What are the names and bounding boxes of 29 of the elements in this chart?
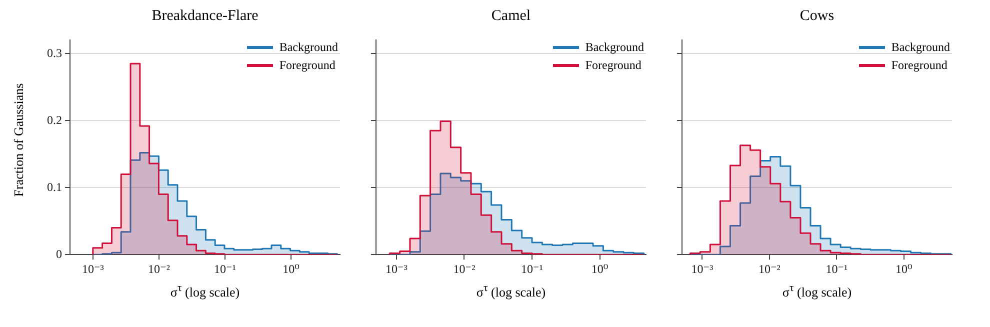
y-tick-label: 0	[56, 246, 62, 261]
x-tick-label: 10⁻²	[148, 262, 170, 276]
y-tick-label: 0.2	[47, 112, 62, 127]
legend-label: Foreground	[891, 57, 948, 74]
x-tick-label: 10⁰	[591, 262, 608, 276]
x-tick-label: 10⁻²	[453, 262, 476, 276]
x-tick-label: 10⁻³	[385, 262, 408, 276]
x-tick-label: 10⁻²	[758, 262, 781, 276]
chart-title: Cows	[798, 8, 836, 26]
x-tick-label: 10⁻¹	[214, 262, 236, 276]
legend-label: Background	[585, 39, 644, 56]
chart-title: Camel	[490, 8, 532, 26]
x-tick-label: 10⁰	[895, 262, 912, 276]
y-tick-label: 0.3	[47, 46, 62, 60]
legend-label: Background	[891, 39, 950, 56]
chart-title: Breakdance-Flare	[150, 8, 260, 26]
legend-label: Foreground	[279, 57, 336, 74]
x-tick-label: 10⁻³	[691, 262, 714, 276]
x-tick-label: 10⁻¹	[826, 262, 848, 276]
x-tick-label: 10⁰	[282, 262, 300, 276]
x-axis-title: σ$^{τ}$ (log scale)	[169, 282, 241, 300]
legend-label: Background	[279, 39, 338, 56]
x-tick-label: 10⁻¹	[521, 262, 544, 276]
x-axis-title: σ$^{τ}$ (log scale)	[475, 282, 547, 300]
y-tick-label: 0.1	[47, 180, 62, 194]
y-axis-title: Fraction of Gaussians	[11, 83, 27, 197]
x-tick-label: 10⁻³	[82, 262, 104, 276]
x-axis-title: σ$^{τ}$ (log scale)	[781, 282, 853, 300]
legend-label: Foreground	[585, 57, 642, 74]
